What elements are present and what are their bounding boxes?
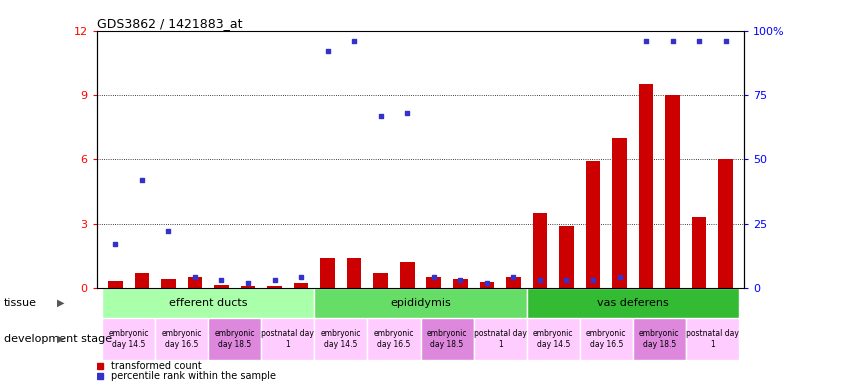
Text: percentile rank within the sample: percentile rank within the sample [111,371,276,381]
Bar [612,138,627,288]
Bar [532,213,547,288]
Point [347,38,361,44]
Text: postnatal day
1: postnatal day 1 [262,329,315,349]
Text: embryonic
day 16.5: embryonic day 16.5 [161,329,202,349]
Bar [579,318,632,360]
Point [453,277,467,283]
Point [267,277,281,283]
Text: embryonic
day 16.5: embryonic day 16.5 [586,329,627,349]
Bar [102,318,155,360]
Text: postnatal day
1: postnatal day 1 [686,329,739,349]
Bar [400,262,415,288]
Bar [718,159,733,288]
Bar [108,281,123,288]
Text: vas deferens: vas deferens [597,298,669,308]
Bar [294,283,309,288]
Text: embryonic
day 18.5: embryonic day 18.5 [639,329,680,349]
Bar [161,279,176,288]
Bar [420,318,473,360]
Text: embryonic
day 14.5: embryonic day 14.5 [320,329,361,349]
Text: GDS3862 / 1421883_at: GDS3862 / 1421883_at [97,17,242,30]
Point [666,38,680,44]
Bar [346,258,362,288]
Point [692,38,706,44]
Point [400,110,414,116]
Bar [320,258,335,288]
Text: development stage: development stage [4,334,113,344]
Bar [559,226,574,288]
Text: ▶: ▶ [57,334,65,344]
Point [214,277,228,283]
Point [321,48,335,55]
Point [639,38,653,44]
Bar [262,318,315,360]
Point [188,275,202,281]
Bar [373,273,388,288]
Bar [526,318,579,360]
Text: ▶: ▶ [57,298,65,308]
Bar [692,217,706,288]
Text: efferent ducts: efferent ducts [169,298,247,308]
Bar [368,318,420,360]
Bar [241,286,256,288]
Bar [426,277,441,288]
Bar [155,318,209,360]
Bar [135,273,149,288]
Bar [632,318,686,360]
Point [108,241,122,247]
Bar [479,282,495,288]
Point [427,275,441,281]
Text: embryonic
day 16.5: embryonic day 16.5 [373,329,415,349]
Point [374,113,388,119]
Point [613,275,627,281]
Text: transformed count: transformed count [111,361,202,371]
Bar [639,84,653,288]
Bar [585,161,600,288]
Point [533,277,547,283]
Text: embryonic
day 14.5: embryonic day 14.5 [533,329,574,349]
Bar [188,277,202,288]
Point [586,277,600,283]
Text: embryonic
day 18.5: embryonic day 18.5 [426,329,468,349]
Bar [526,288,739,318]
Bar [315,288,526,318]
Bar [315,318,368,360]
Text: embryonic
day 14.5: embryonic day 14.5 [108,329,149,349]
Text: embryonic
day 18.5: embryonic day 18.5 [214,329,255,349]
Point [480,280,494,286]
Bar [267,286,282,288]
Point [135,177,149,183]
Bar [214,285,229,288]
Bar [473,318,526,360]
Point [294,275,308,281]
Point [719,38,733,44]
Bar [453,279,468,288]
Bar [506,277,521,288]
Point [161,228,175,234]
Point [560,277,574,283]
Bar [102,288,315,318]
Text: epididymis: epididymis [390,298,451,308]
Bar [209,318,262,360]
Text: postnatal day
1: postnatal day 1 [473,329,526,349]
Text: tissue: tissue [4,298,37,308]
Bar [665,95,680,288]
Point [506,275,520,281]
Bar [686,318,739,360]
Point [241,280,255,286]
